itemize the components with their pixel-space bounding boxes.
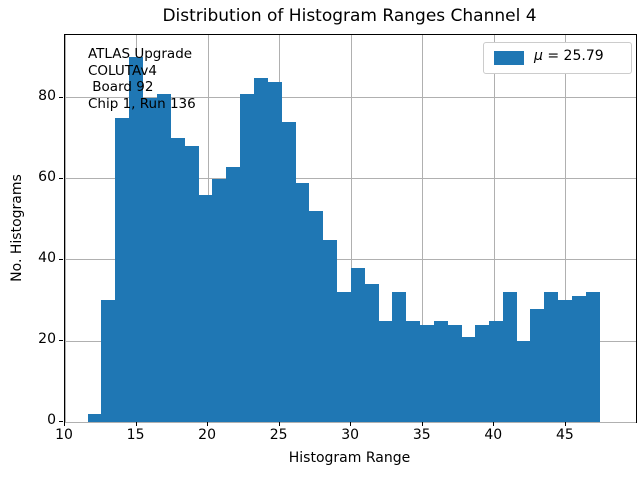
x-tick-label: 45	[555, 427, 574, 443]
gridline-x-40	[493, 35, 495, 422]
histogram-bar	[101, 300, 116, 422]
x-axis-label: Histogram Range	[288, 450, 411, 466]
x-tick-label: 15	[126, 427, 145, 443]
histogram-bar	[239, 93, 254, 422]
y-tick-mark	[59, 340, 63, 341]
histogram-bar	[572, 296, 587, 422]
gridline-x-10	[64, 35, 66, 422]
histogram-bar	[447, 324, 462, 422]
x-tick-mark	[421, 422, 423, 426]
histogram-bar	[336, 292, 351, 422]
x-tick-label: 10	[55, 427, 73, 443]
legend-color-swatch	[494, 51, 524, 65]
legend-label: μ = 25.79	[534, 48, 604, 64]
histogram-bar	[378, 320, 393, 422]
y-tick-label: 60	[38, 168, 56, 185]
histogram-bar	[115, 118, 130, 422]
x-tick-label: 20	[198, 427, 216, 443]
x-tick-mark	[564, 422, 566, 426]
histogram-bar	[309, 211, 324, 422]
y-tick-label: 40	[38, 249, 56, 266]
histogram-bar	[281, 122, 296, 422]
histogram-bar	[143, 97, 158, 422]
mu-symbol: μ	[534, 48, 543, 64]
histogram-bar	[184, 146, 199, 422]
histogram-bar	[502, 292, 517, 422]
histogram-bar	[198, 195, 213, 422]
x-tick-mark	[207, 422, 209, 426]
histogram-bar	[156, 93, 171, 422]
histogram-bar	[129, 57, 144, 422]
x-tick-mark	[135, 422, 137, 426]
y-axis-label: No. Histograms	[9, 174, 25, 282]
gridline-y-80	[65, 97, 636, 99]
x-tick-label: 25	[269, 427, 288, 443]
histogram-bar	[170, 138, 185, 422]
y-tick-mark	[59, 258, 63, 260]
x-tick-mark	[350, 422, 352, 426]
gridline-y-60	[65, 178, 636, 180]
histogram-bar	[530, 308, 545, 422]
histogram-bar	[488, 320, 504, 422]
mu-value: = 25.79	[542, 48, 604, 64]
histogram-bar	[87, 413, 102, 422]
y-tick-mark	[59, 177, 63, 179]
x-tick-label: 40	[484, 427, 503, 443]
histogram-bar	[516, 341, 531, 422]
legend-box: μ = 25.79	[483, 42, 632, 74]
gridline-y-40	[65, 259, 636, 261]
histogram-bar	[475, 324, 490, 422]
chart-title: Distribution of Histogram Ranges Channel…	[162, 6, 537, 26]
plot-area	[64, 34, 637, 423]
gridline-x-45	[565, 35, 567, 422]
x-tick-mark	[64, 422, 65, 426]
x-tick-label: 35	[412, 427, 431, 443]
y-tick-label: 0	[47, 412, 56, 428]
gridline-x-35	[422, 35, 424, 422]
histogram-bar	[433, 320, 448, 422]
histogram-bar	[419, 324, 434, 422]
y-tick-mark	[59, 96, 63, 98]
histogram-bar	[253, 77, 268, 422]
histogram-bar	[558, 300, 573, 422]
gridline-x-30	[350, 35, 352, 422]
y-tick-label: 80	[38, 87, 56, 104]
x-tick-mark	[493, 422, 495, 426]
histogram-bar	[212, 178, 227, 422]
histogram-bar	[544, 292, 559, 422]
histogram-bar	[364, 284, 379, 422]
x-tick-mark	[278, 422, 280, 426]
x-tick-label: 30	[341, 427, 360, 443]
histogram-bar	[295, 182, 310, 422]
histogram-bar	[585, 292, 600, 422]
y-tick-label: 20	[38, 331, 56, 347]
histogram-bar	[267, 81, 282, 422]
histogram-bar	[322, 239, 338, 422]
histogram-bar	[405, 320, 421, 422]
histogram-bar	[226, 166, 241, 422]
histogram-bar	[350, 268, 365, 422]
histogram-bar	[392, 292, 407, 422]
histogram-bar	[461, 336, 476, 422]
y-tick-mark	[59, 421, 63, 422]
plot-annotation: ATLAS Upgrade COLUTAv4 Board 92 Chip 1, …	[88, 46, 196, 112]
